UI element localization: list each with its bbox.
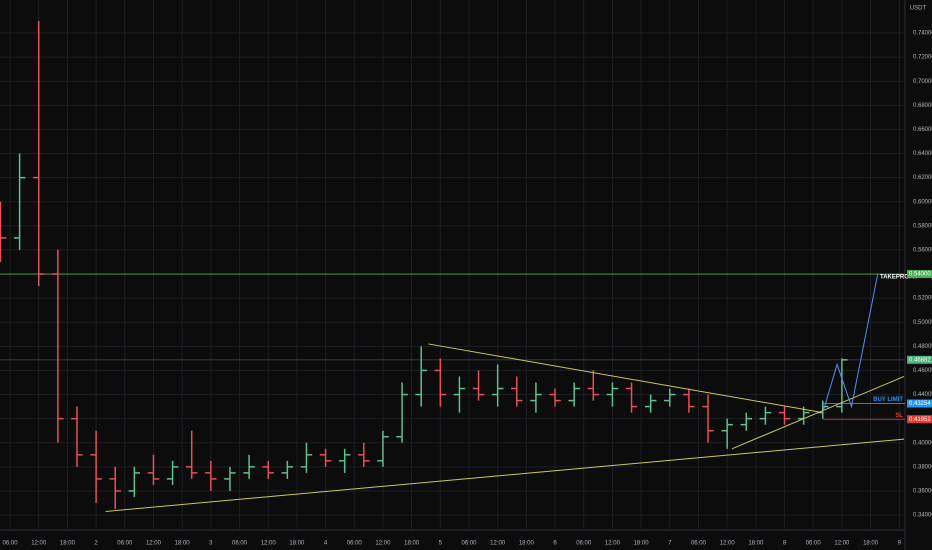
x-tick-label: 06:00 — [806, 541, 822, 547]
x-tick-label: 12:00 — [605, 541, 621, 547]
trendline — [822, 273, 879, 413]
price-tag — [907, 355, 932, 364]
price-tag-label: 0.41952 — [909, 417, 931, 423]
x-tick-label: 12:00 — [834, 541, 850, 547]
x-tick-label: 12:00 — [146, 541, 162, 547]
x-tick-label: 06:00 — [232, 541, 248, 547]
x-tick-label: 06:00 — [347, 541, 363, 547]
x-tick-label: 12:00 — [261, 541, 277, 547]
x-tick-label: 12:00 — [31, 541, 47, 547]
x-tick-label: 12:00 — [490, 541, 506, 547]
level-name: TAKEPROFIT — [880, 275, 918, 281]
x-tick-label: 6 — [553, 541, 557, 547]
x-tick-label: 9 — [898, 541, 902, 547]
price-tag-label: 0.43254 — [909, 401, 931, 407]
x-tick-label: 18:00 — [289, 541, 305, 547]
x-tick-label: 18:00 — [519, 541, 535, 547]
x-tick-label: 18:00 — [748, 541, 764, 547]
trendline — [731, 376, 905, 450]
x-tick-label: 06:00 — [461, 541, 477, 547]
x-tick-label: 3 — [209, 541, 213, 547]
x-tick-label: 4 — [324, 541, 328, 547]
x-tick-label: 18:00 — [634, 541, 650, 547]
x-tick-label: 12:00 — [375, 541, 391, 547]
x-tick-label: 06:00 — [3, 541, 19, 547]
x-tick-label: 06:00 — [117, 541, 133, 547]
x-tick-label: 06:00 — [691, 541, 707, 547]
x-tick-label: 18:00 — [175, 541, 191, 547]
price-tag-label: 0.54000 — [909, 272, 931, 278]
x-tick-label: 12:00 — [720, 541, 736, 547]
x-tick-label: 5 — [439, 541, 443, 547]
x-tick-label: 18:00 — [404, 541, 420, 547]
level-name: SL — [895, 413, 903, 419]
x-tick-label: 7 — [668, 541, 672, 547]
x-tick-label: 06:00 — [576, 541, 592, 547]
price-tag — [907, 399, 932, 408]
price-tag — [907, 270, 932, 279]
currency-label: USDT — [910, 6, 927, 12]
x-tick-label: 8 — [783, 541, 787, 547]
price-tag — [907, 415, 932, 424]
x-tick-label: 2 — [94, 541, 98, 547]
x-tick-label: 18:00 — [863, 541, 879, 547]
x-tick-label: 18:00 — [60, 541, 76, 547]
trendline — [105, 438, 905, 512]
level-name: BUY LIMIT — [873, 397, 903, 403]
trendline — [428, 343, 823, 414]
price-tag-label: 0.46882 — [909, 357, 931, 363]
